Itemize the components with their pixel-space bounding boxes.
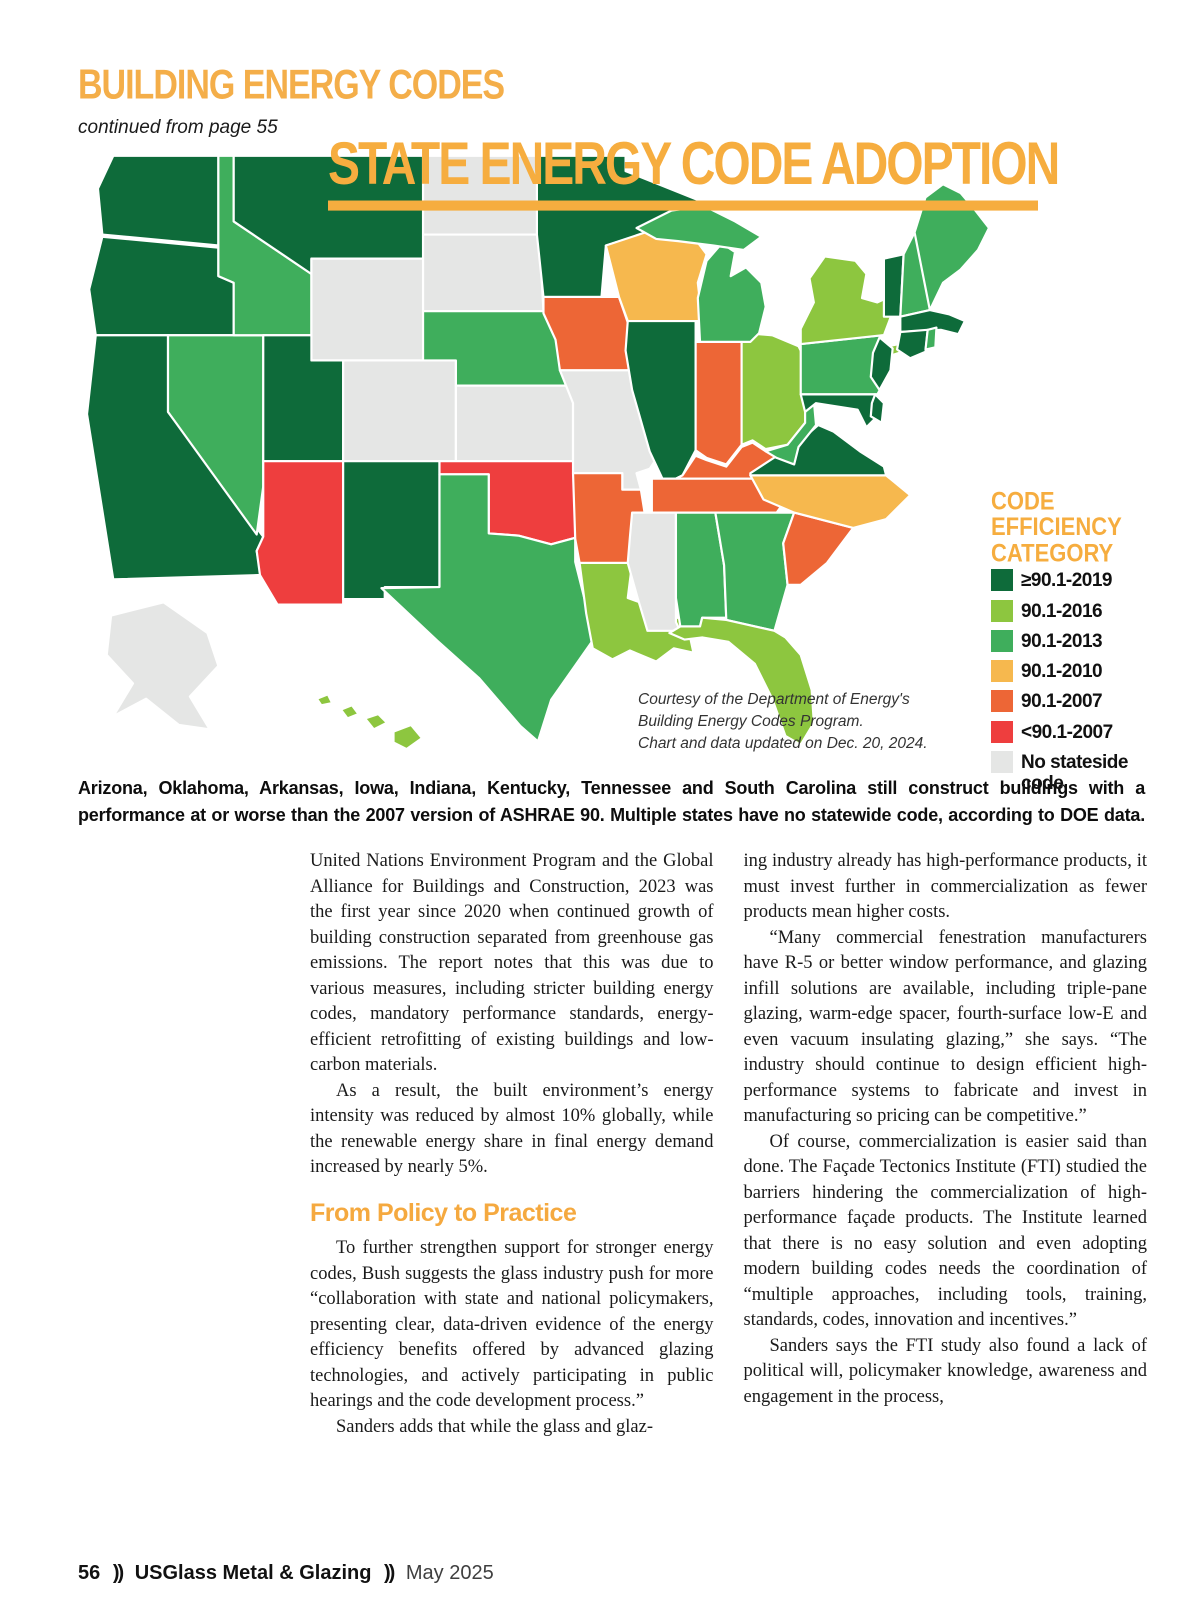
map-wrap: STATE ENERGY CODE ADOPTION Courtesy of t… <box>78 134 1145 794</box>
state-LA <box>578 561 695 663</box>
legend-swatch <box>991 690 1013 713</box>
state-TX <box>380 473 597 743</box>
page-header: BUILDING ENERGY CODES continued from pag… <box>78 62 1145 139</box>
legend-swatch <box>991 629 1013 652</box>
legend-swatch <box>991 599 1013 622</box>
state-WA <box>96 154 220 247</box>
legend-item: 90.1-2010 <box>991 660 1143 683</box>
state-HI <box>363 712 389 731</box>
footer-issue-date: May 2025 <box>405 1562 494 1584</box>
state-DE <box>869 393 886 424</box>
article-column-right: ing industry already has high-performanc… <box>744 849 1148 1440</box>
article-paragraph: United Nations Environment Program and t… <box>310 851 714 1076</box>
map-legend: CODE EFFICIENCY CATEGORY ≥90.1-2019 90.1-… <box>991 486 1143 802</box>
state-CO <box>342 359 457 463</box>
state-NY <box>799 255 929 346</box>
legend-item: ≥90.1-2019 <box>991 569 1143 592</box>
page-footer: 56 )) USGlass Metal & Glazing )) May 202… <box>78 1562 494 1585</box>
state-GA <box>714 511 796 632</box>
state-CT <box>895 328 929 360</box>
state-RI <box>924 326 938 351</box>
state-KS <box>454 384 575 463</box>
legend-item: 90.1-2007 <box>991 690 1143 713</box>
state-HI <box>339 704 360 720</box>
state-FL <box>668 616 815 746</box>
state-SD <box>421 233 545 313</box>
continued-note: continued from page 55 <box>78 117 278 138</box>
map-title: STATE ENERGY CODE ADOPTION <box>328 134 1060 211</box>
footer-separator-icon: )) <box>112 1562 124 1584</box>
state-MI <box>696 242 767 343</box>
article-paragraph: Sanders says the FTI study also found a … <box>743 1335 1148 1407</box>
map-caption: Arizona, Oklahoma, Arkansas, Iowa, India… <box>78 778 1145 825</box>
legend-label: 90.1-2010 <box>1021 661 1103 683</box>
us-map <box>85 154 991 751</box>
legend-label: 90.1-2013 <box>1021 630 1103 652</box>
state-ME <box>913 183 991 312</box>
legend-item: No stateside code <box>991 750 1143 795</box>
article-column-left: United Nations Environment Program and t… <box>310 849 714 1440</box>
legend-item: 90.1-2013 <box>991 629 1143 652</box>
legend-swatch <box>991 750 1013 773</box>
legend-title: CODE EFFICIENCY CATEGORY <box>991 486 1122 568</box>
footer-page-number: 56 <box>78 1562 101 1584</box>
state-HI <box>392 723 424 751</box>
state-OH <box>740 331 807 451</box>
legend-label: ≥90.1-2019 <box>1021 570 1113 592</box>
state-NJ <box>869 336 894 392</box>
article-paragraph: Sanders adds that while the glass and gl… <box>336 1416 653 1437</box>
legend-swatch <box>991 569 1013 592</box>
state-AZ <box>255 460 345 606</box>
legend-label: <90.1-2007 <box>1021 721 1113 743</box>
state-NC <box>749 474 912 530</box>
state-OR <box>88 235 235 337</box>
section-title: BUILDING ENERGY CODES <box>78 62 505 109</box>
article-subhead: From Policy to Practice <box>310 1198 577 1227</box>
footer-separator-icon: )) <box>384 1562 395 1584</box>
article-paragraph: ing industry already has high-performanc… <box>743 851 1148 923</box>
legend-swatch <box>991 660 1013 683</box>
map-figure: STATE ENERGY CODE ADOPTION Courtesy of t… <box>78 134 1145 829</box>
legend-label: No stateside code <box>1021 751 1128 795</box>
state-HI <box>315 693 334 707</box>
state-IN <box>694 340 743 466</box>
legend-item: 90.1-2016 <box>991 599 1143 622</box>
article-columns: United Nations Environment Program and t… <box>310 849 1147 1440</box>
map-courtesy-note: Courtesy of the Department of Energy's B… <box>638 691 928 752</box>
article-paragraph: “Many commercial fenestration manufactur… <box>743 927 1148 1127</box>
legend-label: 90.1-2016 <box>1021 600 1103 622</box>
article-paragraph: To further strengthen support for strong… <box>310 1238 714 1412</box>
magazine-page: { "page": { "section_header": "BUILDING … <box>0 62 1200 1620</box>
legend-swatch <box>991 720 1013 743</box>
legend-label: 90.1-2007 <box>1021 691 1103 713</box>
state-AK <box>105 601 220 731</box>
article-paragraph: Of course, commercialization is easier s… <box>743 1131 1148 1331</box>
legend-item: <90.1-2007 <box>991 720 1143 743</box>
state-NM <box>342 460 441 601</box>
article-paragraph: As a result, the built environment’s ene… <box>310 1080 714 1178</box>
legend-items: ≥90.1-2019 90.1-2016 90.1-2013 90.1-2010 90.… <box>991 569 1143 794</box>
state-WY <box>310 257 425 362</box>
footer-magazine-name: USGlass Metal & Glazing <box>134 1562 372 1584</box>
